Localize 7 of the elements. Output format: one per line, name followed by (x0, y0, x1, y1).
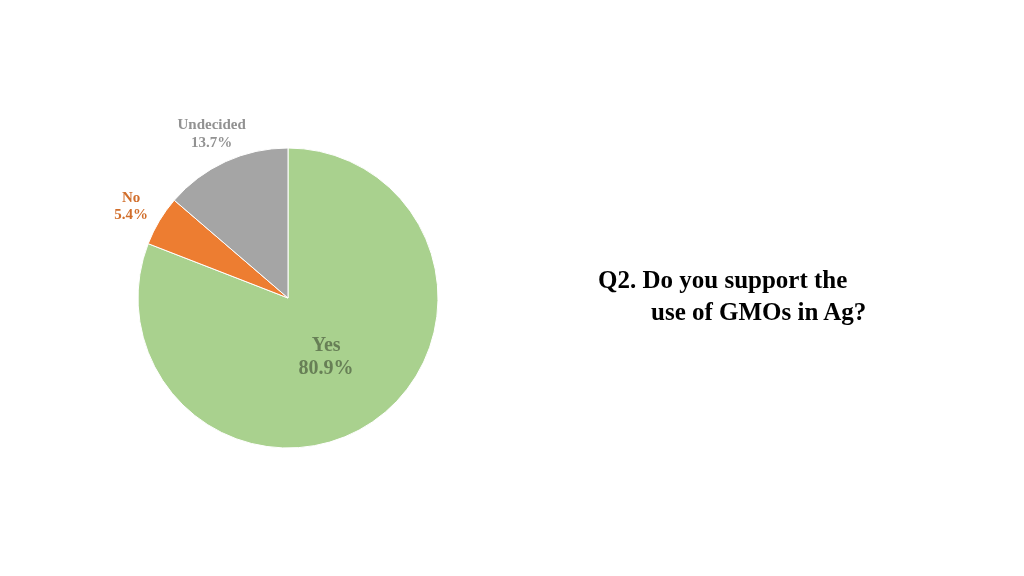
data-label: 80.9% (298, 355, 354, 378)
slice-label: Undecided (177, 116, 247, 133)
slice-label: No (121, 188, 141, 205)
data-label: 13.7% (191, 133, 233, 150)
data-label: 5.4% (114, 205, 148, 222)
slice-label: Yes (311, 332, 341, 355)
text: Q2. Do you support the use of GMOs in Ag? (598, 266, 867, 325)
